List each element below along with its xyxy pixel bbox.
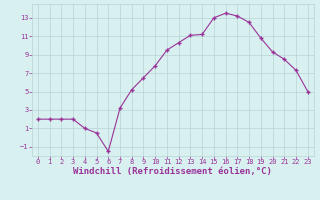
X-axis label: Windchill (Refroidissement éolien,°C): Windchill (Refroidissement éolien,°C): [73, 167, 272, 176]
